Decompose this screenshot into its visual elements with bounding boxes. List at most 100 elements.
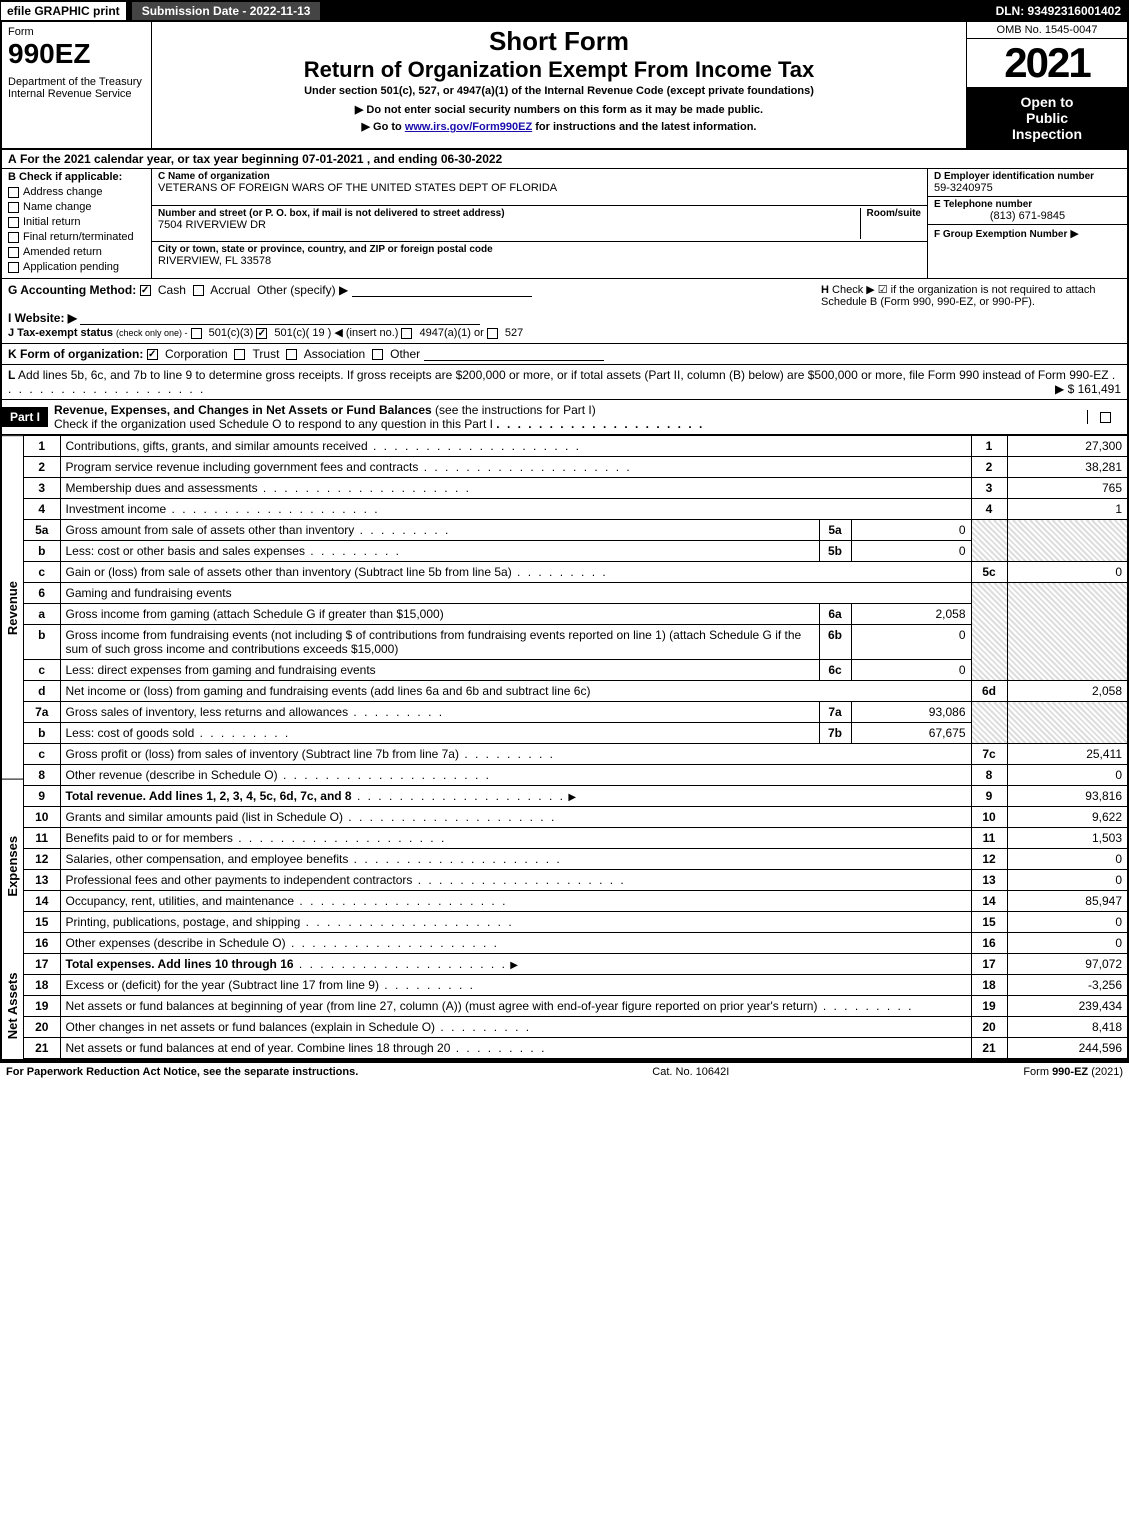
- line-5c: cGain or (loss) from sale of assets othe…: [24, 562, 1127, 583]
- ein-cell: D Employer identification number 59-3240…: [928, 169, 1127, 197]
- link-pre: ▶ Go to: [362, 121, 405, 133]
- website-field[interactable]: [80, 311, 480, 325]
- city-cell: City or town, state or province, country…: [152, 242, 927, 278]
- room-lbl: Room/suite: [860, 208, 921, 240]
- row-g-h: G Accounting Method: Cash Accrual Other …: [0, 279, 1129, 344]
- line-21: 21Net assets or fund balances at end of …: [24, 1038, 1127, 1059]
- phone-cell: E Telephone number (813) 671-9845: [928, 197, 1127, 225]
- line-5b: bLess: cost or other basis and sales exp…: [24, 541, 1127, 562]
- line-2: 2Program service revenue including gover…: [24, 457, 1127, 478]
- irs-link[interactable]: www.irs.gov/Form990EZ: [405, 121, 532, 133]
- line-10: 10Grants and similar amounts paid (list …: [24, 807, 1127, 828]
- side-revenue: Revenue: [2, 435, 23, 779]
- row-k: K Form of organization: Corporation Trus…: [0, 344, 1129, 365]
- group-exempt-val: ▶: [1070, 228, 1078, 240]
- h-label: H: [821, 284, 829, 296]
- row-l: L Add lines 5b, 6c, and 7b to line 9 to …: [0, 365, 1129, 400]
- topbar: efile GRAPHIC print Submission Date - 20…: [0, 0, 1129, 22]
- group-exempt-lbl: F Group Exemption Number: [934, 229, 1067, 240]
- chk-accrual[interactable]: [193, 285, 204, 296]
- street-val: 7504 RIVERVIEW DR: [158, 219, 921, 231]
- chk-trust[interactable]: [234, 349, 245, 360]
- part-1-label: Part I: [2, 407, 48, 427]
- chk-name-change[interactable]: Name change: [8, 201, 145, 213]
- line-1: 1Contributions, gifts, grants, and simil…: [24, 436, 1127, 457]
- line-3: 3Membership dues and assessments3765: [24, 478, 1127, 499]
- ein-val: 59-3240975: [934, 182, 1121, 194]
- line-6d: dNet income or (loss) from gaming and fu…: [24, 681, 1127, 702]
- line-4: 4Investment income41: [24, 499, 1127, 520]
- chk-cash[interactable]: [140, 285, 151, 296]
- chk-association[interactable]: [286, 349, 297, 360]
- j-label: J Tax-exempt status: [8, 327, 113, 339]
- other-org-field[interactable]: [424, 347, 604, 361]
- a-label: A: [8, 152, 17, 166]
- ein-lbl: D Employer identification number: [934, 171, 1121, 182]
- line-18: 18Excess or (deficit) for the year (Subt…: [24, 975, 1127, 996]
- col-def: D Employer identification number 59-3240…: [927, 169, 1127, 278]
- header-left: Form 990EZ Department of the Treasury In…: [2, 22, 152, 148]
- chk-initial-return[interactable]: Initial return: [8, 216, 145, 228]
- side-labels: Revenue Expenses Net Assets: [2, 435, 24, 1059]
- org-name-lbl: C Name of organization: [158, 171, 921, 182]
- form-number: 990EZ: [8, 38, 145, 70]
- b-label: B: [8, 171, 16, 183]
- line-12: 12Salaries, other compensation, and empl…: [24, 849, 1127, 870]
- line-13: 13Professional fees and other payments t…: [24, 870, 1127, 891]
- group-exempt-cell: F Group Exemption Number ▶: [928, 225, 1127, 278]
- dln-label: DLN: 93492316001402: [988, 2, 1129, 20]
- chk-501c[interactable]: [256, 328, 267, 339]
- form-subtitle: Under section 501(c), 527, or 4947(a)(1)…: [160, 85, 958, 97]
- g-label: G Accounting Method:: [8, 283, 136, 297]
- chk-corporation[interactable]: [147, 349, 158, 360]
- part-1-sub: (see the instructions for Part I): [435, 403, 596, 417]
- section-bcdef: B Check if applicable: Address change Na…: [0, 169, 1129, 279]
- col-b-checkboxes: B Check if applicable: Address change Na…: [2, 169, 152, 278]
- line-6b: bGross income from fundraising events (n…: [24, 625, 1127, 660]
- org-name-val: VETERANS OF FOREIGN WARS OF THE UNITED S…: [158, 182, 921, 194]
- line-6: 6Gaming and fundraising events: [24, 583, 1127, 604]
- open-to-public: Open to Public Inspection: [967, 88, 1127, 148]
- city-lbl: City or town, state or province, country…: [158, 244, 921, 255]
- line-8: 8Other revenue (describe in Schedule O)8…: [24, 765, 1127, 786]
- chk-4947[interactable]: [401, 328, 412, 339]
- line-7b: bLess: cost of goods sold7b67,675: [24, 723, 1127, 744]
- chk-amended-return[interactable]: Amended return: [8, 246, 145, 258]
- line-14: 14Occupancy, rent, utilities, and mainte…: [24, 891, 1127, 912]
- line-20: 20Other changes in net assets or fund ba…: [24, 1017, 1127, 1038]
- inspect-2: Public: [971, 110, 1123, 126]
- part-1-body: Revenue Expenses Net Assets 1Contributio…: [0, 435, 1129, 1061]
- col-c-org-info: C Name of organization VETERANS OF FOREI…: [152, 169, 927, 278]
- form-header: Form 990EZ Department of the Treasury In…: [0, 22, 1129, 150]
- chk-final-return[interactable]: Final return/terminated: [8, 231, 145, 243]
- schedule-b-check: H Check ▶ ☑ if the organization is not r…: [821, 283, 1121, 339]
- chk-527[interactable]: [487, 328, 498, 339]
- other-specify-field[interactable]: [352, 283, 532, 297]
- footer-left: For Paperwork Reduction Act Notice, see …: [6, 1066, 358, 1078]
- phone-val: (813) 671-9845: [934, 210, 1121, 222]
- chk-address-change[interactable]: Address change: [8, 186, 145, 198]
- dept-label: Department of the Treasury Internal Reve…: [8, 76, 145, 100]
- line-11: 11Benefits paid to or for members111,503: [24, 828, 1127, 849]
- form-title: Return of Organization Exempt From Incom…: [160, 57, 958, 83]
- part-1-header: Part I Revenue, Expenses, and Changes in…: [0, 400, 1129, 435]
- link-post: for instructions and the latest informat…: [532, 121, 756, 133]
- efile-print-label[interactable]: efile GRAPHIC print: [0, 1, 127, 21]
- chk-application-pending[interactable]: Application pending: [8, 261, 145, 273]
- line-9: 9Total revenue. Add lines 1, 2, 3, 4, 5c…: [24, 786, 1127, 807]
- chk-other-org[interactable]: [372, 349, 383, 360]
- line-19: 19Net assets or fund balances at beginni…: [24, 996, 1127, 1017]
- chk-501c3[interactable]: [191, 328, 202, 339]
- row-a-tax-year: A For the 2021 calendar year, or tax yea…: [0, 150, 1129, 169]
- ssn-warning: ▶ Do not enter social security numbers o…: [160, 103, 958, 116]
- form-label: Form: [8, 26, 145, 38]
- phone-lbl: E Telephone number: [934, 199, 1121, 210]
- b-hdr: Check if applicable:: [19, 171, 122, 183]
- tax-year: 2021: [967, 39, 1127, 88]
- accounting-method: G Accounting Method: Cash Accrual Other …: [8, 283, 821, 339]
- inspect-1: Open to: [971, 94, 1123, 110]
- footer-center: Cat. No. 10642I: [358, 1066, 1023, 1078]
- part-1-check[interactable]: [1087, 410, 1127, 424]
- omb-number: OMB No. 1545-0047: [967, 22, 1127, 39]
- short-form-title: Short Form: [160, 26, 958, 57]
